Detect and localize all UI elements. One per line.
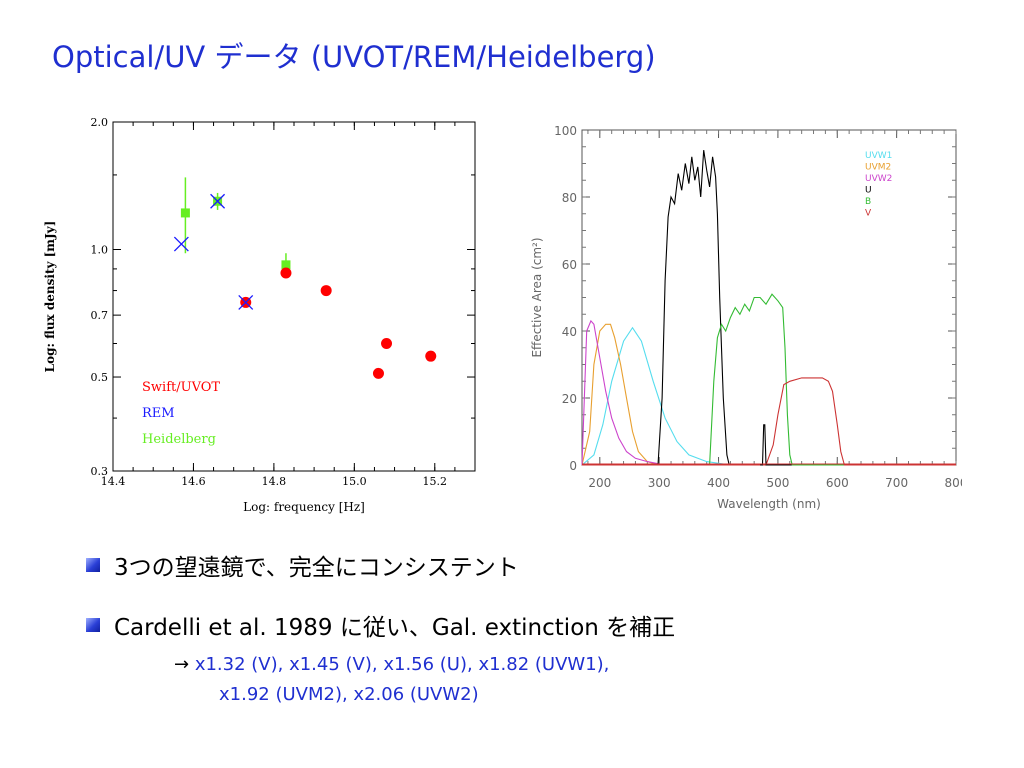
x-tick-label: 14.4 <box>101 475 126 488</box>
rem-cross-stroke <box>238 294 254 310</box>
x-axis-label: Log: frequency [Hz] <box>243 500 365 514</box>
legend-entry: REM <box>142 406 175 421</box>
sed-chart: 14.4 14.6 14.8 15.0 15.2 2.0 1.0 0.7 0.5 0.3 Log: … <box>43 116 476 514</box>
uvw2-filter-curve <box>581 319 956 466</box>
y-tick-label: 0.7 <box>91 309 109 322</box>
legend-entry: UVW2 <box>865 174 892 184</box>
rem-point <box>238 294 254 310</box>
x-tick-label: 400 <box>707 476 730 490</box>
bullet-square-icon <box>86 558 100 572</box>
right-arrow-icon: → <box>174 654 190 675</box>
legend-entry: U <box>865 186 872 196</box>
y-tick-label: 40 <box>562 325 577 339</box>
heidelberg-point <box>281 260 291 270</box>
bullet-text: 3つの望遠鏡で、完全にコンシステント <box>114 555 519 581</box>
legend-entry: Heidelberg <box>142 432 216 447</box>
x-tick-label: 300 <box>648 476 671 490</box>
page-title: Optical/UV データ (UVOT/REM/Heidelberg) <box>52 40 656 74</box>
x-tick-label: 700 <box>885 476 908 490</box>
plot-frame <box>581 129 957 466</box>
rem-point <box>210 193 226 209</box>
x-tick-label: 200 <box>588 476 611 490</box>
y-tick-label: 0 <box>569 459 577 473</box>
rem-cross-stroke <box>210 193 226 209</box>
x-tick-label: 800 <box>945 476 962 490</box>
y-tick-label: 2.0 <box>91 116 109 129</box>
bullet-text: Cardelli et al. 1989 に従い、Gal. extinction… <box>114 615 676 641</box>
legend-entry: Swift/UVOT <box>142 380 220 395</box>
y-tick-label: 20 <box>562 392 577 406</box>
x-tick-label: 500 <box>766 476 789 490</box>
y-tick-label: 100 <box>554 124 577 138</box>
y-tick-label: 0.3 <box>91 465 109 478</box>
y-axis-label: Log: flux density [mJy] <box>43 221 57 373</box>
x-tick-label: 15.2 <box>423 475 448 488</box>
detector-spike-curve <box>760 424 772 466</box>
uvot-point <box>372 367 384 379</box>
extinction-note-line-2: x1.92 (UVM2), x2.06 (UVW2) <box>219 684 479 705</box>
bullet-square-icon <box>86 618 100 632</box>
y-axis-label: Effective Area (cm²) <box>530 237 544 357</box>
uvot-point <box>280 267 292 279</box>
y-tick-label: 80 <box>562 191 577 205</box>
uvot-point <box>320 285 332 297</box>
u-filter-curve <box>582 150 956 466</box>
y-tick-label: 60 <box>562 258 577 272</box>
effective-area-chart: 200 300 400 500 600 700 800 0 20 40 60 80 100 Wavelen… <box>530 124 962 511</box>
x-axis-label: Wavelength (nm) <box>717 497 821 511</box>
b-filter-curve <box>582 293 956 466</box>
legend-entry: B <box>865 197 871 207</box>
v-filter-curve <box>582 377 956 466</box>
y-tick-label: 1.0 <box>91 244 109 257</box>
extinction-note-line-1: → x1.32 (V), x1.45 (V), x1.56 (U), x1.82… <box>174 654 609 675</box>
legend-entry: V <box>865 209 872 219</box>
y-tick-label: 0.5 <box>91 371 109 384</box>
uvot-point <box>381 337 393 349</box>
uvm2-filter-curve <box>581 323 956 466</box>
x-tick-label: 600 <box>826 476 849 490</box>
x-tick-label: 15.0 <box>342 475 367 488</box>
x-tick-label: 14.6 <box>181 475 206 488</box>
x-tick-label: 14.8 <box>262 475 287 488</box>
uvw1-filter-curve <box>581 326 956 466</box>
rem-cross-stroke <box>173 236 189 252</box>
rem-point <box>173 236 189 252</box>
heidelberg-point <box>180 208 190 218</box>
uvot-point <box>425 350 437 362</box>
legend-entry: UVW1 <box>865 151 892 161</box>
legend-entry: UVM2 <box>865 163 891 173</box>
extinction-factors: x1.32 (V), x1.45 (V), x1.56 (U), x1.82 (… <box>194 654 610 675</box>
